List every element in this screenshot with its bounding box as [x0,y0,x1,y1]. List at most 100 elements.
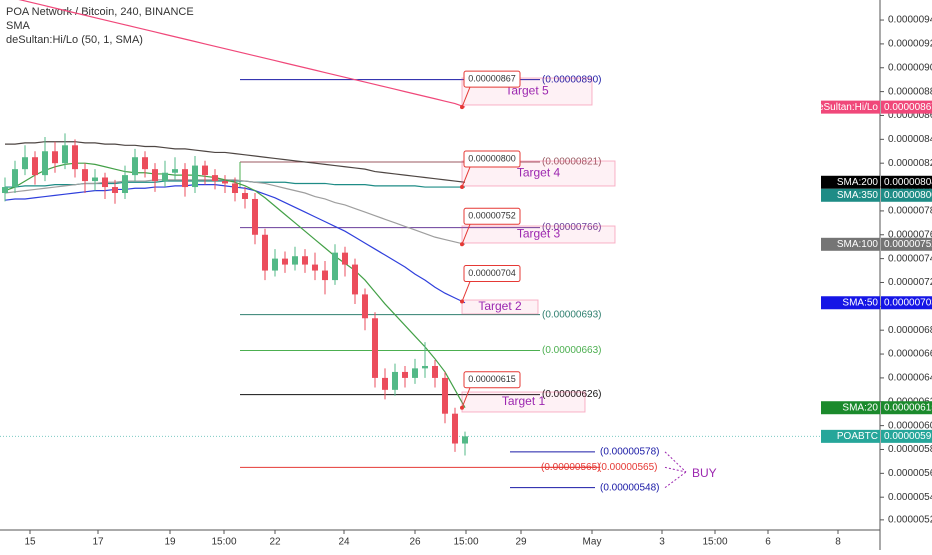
price-tag-name: SMA:100 [837,239,879,250]
candle-body [322,270,328,281]
candle-body [252,198,258,235]
price-tag-box [881,175,932,189]
y-tick-label: 0.00000860 [888,110,932,121]
x-tick-label: May [583,537,602,548]
price-tag-name-box [821,175,880,189]
y-tick-label: 0.00000920 [888,39,932,50]
price-tag-name: deSultan:Hi/Lo [812,102,878,113]
level-label: (0.00000766) [542,222,602,233]
level-label: (0.00000663) [542,345,602,356]
candle-body [142,157,148,170]
candle-body [52,151,58,164]
target-label: Target 3 [517,227,561,241]
callout-pointer [461,86,471,108]
x-tick-label: 15:00 [211,537,236,548]
candle-body [82,169,88,182]
buy-pointer [664,471,687,489]
candle-body [112,187,118,194]
price-tag-name-box [821,429,880,443]
candle-body [262,234,268,271]
candle-body [312,264,318,271]
callout-pointer [461,166,471,188]
candle-body [42,151,48,176]
x-tick-label: 22 [269,537,281,548]
target-box [461,391,586,413]
price-tag-name: SMA:200 [837,177,879,188]
y-tick-label: 0.00000580 [888,444,932,455]
callout-pointer [461,224,471,245]
candle-body [202,165,208,176]
candle-body [32,157,38,176]
callout-box [463,70,521,88]
price-tag-box [881,296,932,310]
candle-body [102,177,108,188]
y-tick-label: 0.00000840 [888,134,932,145]
price-tag-name: SMA:20 [842,402,878,413]
y-tick-label: 0.00000640 [888,373,932,384]
price-tag-label: 0.00000615 [884,402,932,413]
price-tag-label: 0.00000703 [884,297,932,308]
candle-body [462,436,468,444]
candle-body [232,183,238,194]
callout-box [463,265,521,283]
y-tick-label: 0.00000540 [888,492,932,503]
buy-pointer [664,451,687,473]
y-tick-label: 0.00000880 [888,86,932,97]
price-tag-name-box [821,100,880,114]
x-tick-label: 19 [164,537,176,548]
price-tag-label: 0.00000800 [884,190,932,201]
callout-pointer [461,387,471,408]
candle-body [442,377,448,414]
x-tick-label: 3 [659,537,665,548]
y-tick-label: 0.00000760 [888,229,932,240]
callout-box [463,207,521,225]
candle-body [12,169,18,188]
x-tick-label: 29 [515,537,527,548]
candle-body [402,371,408,378]
x-tick-label: 6 [765,537,771,548]
callout-label: 0.00000867 [468,73,516,83]
candle-body [62,145,68,164]
price-tag-label: 0.00000867 [884,102,932,113]
x-tick-label: 8 [835,537,841,548]
target-label: Target 2 [478,299,522,313]
price-tag-label: 0.00000591 [884,431,932,442]
candle-body [392,371,398,390]
candle-body [182,169,188,188]
candle-body [282,258,288,265]
y-tick-label: 0.00000780 [888,206,932,217]
candle-body [152,169,158,182]
price-tag-label: 0.00000752 [884,239,932,250]
price-tag-name-box [821,401,880,415]
callout-box [463,150,521,168]
x-tick-label: 15 [24,537,36,548]
price-tag-name-box [821,188,880,202]
candle-body [212,175,218,182]
candle-body [162,172,168,182]
price-tag-name: POABTC [837,431,878,442]
price-tag-name-box [821,237,880,251]
level-label: (0.00000693) [542,309,602,320]
candle-body [332,252,338,281]
ma-line [18,0,466,108]
callout-label: 0.00000704 [468,268,516,278]
y-tick-label: 0.00000820 [888,158,932,169]
candle-body [362,294,368,319]
x-tick-label: 26 [409,537,421,548]
candle-body [382,377,388,390]
callout-label: 0.00000800 [468,153,516,163]
y-tick-label: 0.00000521 [888,515,932,526]
price-tag-name: SMA:350 [837,190,879,201]
x-tick-label: 17 [92,537,104,548]
candle-body [92,177,98,182]
level-label: (0.00000821) [542,157,602,168]
callout-box [463,371,521,389]
candle-body [432,365,438,378]
level-label: (0.00000565) [541,462,601,473]
legend-line: deSultan:Hi/Lo (50, 1, SMA) [6,34,143,46]
y-tick-label: 0.00000560 [888,468,932,479]
x-tick-label: 24 [338,537,350,548]
candle-body [132,157,138,176]
